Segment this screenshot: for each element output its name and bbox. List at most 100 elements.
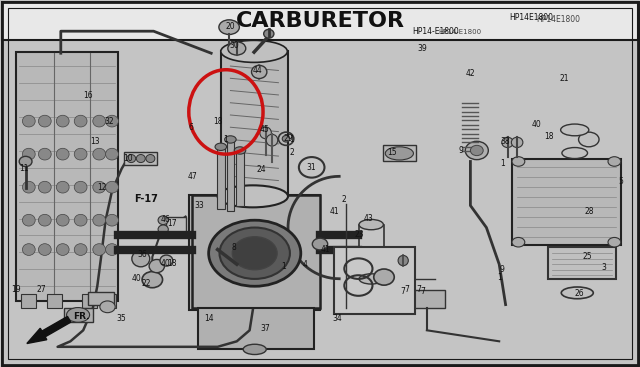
Text: 30: 30 xyxy=(229,41,239,50)
Ellipse shape xyxy=(160,255,173,266)
Ellipse shape xyxy=(22,244,35,255)
Ellipse shape xyxy=(359,274,383,284)
Ellipse shape xyxy=(374,269,394,285)
Bar xyxy=(221,51,288,200)
Ellipse shape xyxy=(282,135,290,142)
Text: 1: 1 xyxy=(289,135,294,144)
Text: 40: 40 xyxy=(132,274,142,283)
Ellipse shape xyxy=(561,124,589,136)
Bar xyxy=(548,247,616,279)
Ellipse shape xyxy=(608,237,621,247)
Ellipse shape xyxy=(158,225,168,234)
Bar xyxy=(166,217,186,235)
Bar xyxy=(64,308,93,322)
Ellipse shape xyxy=(512,237,525,247)
Text: 28: 28 xyxy=(584,207,593,215)
Ellipse shape xyxy=(252,65,267,79)
Ellipse shape xyxy=(22,181,35,193)
Bar xyxy=(410,290,445,308)
Text: 19: 19 xyxy=(11,286,21,294)
Text: 1: 1 xyxy=(500,159,505,168)
Bar xyxy=(227,139,234,211)
Ellipse shape xyxy=(22,214,35,226)
Bar xyxy=(189,195,320,310)
Text: 11: 11 xyxy=(20,164,29,173)
Ellipse shape xyxy=(74,115,87,127)
Ellipse shape xyxy=(38,214,51,226)
Ellipse shape xyxy=(243,344,266,355)
Text: 40: 40 xyxy=(160,259,170,268)
Text: 40: 40 xyxy=(531,120,541,129)
Ellipse shape xyxy=(93,181,106,193)
Text: 20: 20 xyxy=(225,22,236,31)
Text: 38: 38 xyxy=(500,137,511,146)
Text: 41: 41 xyxy=(330,207,340,215)
Ellipse shape xyxy=(158,216,168,225)
Ellipse shape xyxy=(264,29,274,38)
Text: 2: 2 xyxy=(341,195,346,204)
Text: 1: 1 xyxy=(497,273,502,281)
Ellipse shape xyxy=(56,214,69,226)
Bar xyxy=(512,159,621,245)
Ellipse shape xyxy=(74,214,87,226)
Text: 1: 1 xyxy=(223,135,228,144)
Text: 34: 34 xyxy=(332,314,342,323)
Text: 5: 5 xyxy=(618,177,623,186)
Bar xyxy=(82,294,97,308)
Text: 7: 7 xyxy=(420,287,425,295)
Bar xyxy=(101,294,116,308)
Ellipse shape xyxy=(228,42,246,55)
Ellipse shape xyxy=(149,259,164,273)
Bar xyxy=(47,294,62,308)
Ellipse shape xyxy=(56,181,69,193)
Text: 33: 33 xyxy=(195,201,205,210)
Ellipse shape xyxy=(106,214,118,226)
Text: 35: 35 xyxy=(116,314,127,323)
Text: 3: 3 xyxy=(602,264,607,272)
Ellipse shape xyxy=(385,147,413,160)
Text: 25: 25 xyxy=(582,252,593,261)
Text: 26: 26 xyxy=(574,289,584,298)
Ellipse shape xyxy=(398,255,408,266)
Text: 46: 46 xyxy=(160,215,170,224)
Bar xyxy=(198,308,314,349)
Ellipse shape xyxy=(56,148,69,160)
Ellipse shape xyxy=(56,115,69,127)
Text: 8: 8 xyxy=(231,243,236,252)
Ellipse shape xyxy=(127,155,136,163)
Ellipse shape xyxy=(562,148,588,159)
Ellipse shape xyxy=(146,155,155,163)
Text: 1: 1 xyxy=(281,262,286,271)
Ellipse shape xyxy=(19,156,32,167)
Text: 7: 7 xyxy=(416,286,421,294)
Ellipse shape xyxy=(608,157,621,166)
Ellipse shape xyxy=(22,148,35,160)
Ellipse shape xyxy=(132,251,150,267)
Text: HP14E1800: HP14E1800 xyxy=(536,15,580,23)
Ellipse shape xyxy=(93,115,106,127)
Ellipse shape xyxy=(359,219,383,230)
Bar xyxy=(334,247,415,314)
Ellipse shape xyxy=(56,244,69,255)
Bar xyxy=(359,225,384,279)
Text: 2: 2 xyxy=(289,148,294,157)
Bar xyxy=(2,2,638,40)
Text: FR.: FR. xyxy=(74,312,90,321)
Ellipse shape xyxy=(93,214,106,226)
Text: HP14E1800: HP14E1800 xyxy=(509,13,553,22)
Ellipse shape xyxy=(220,228,290,279)
Text: 9: 9 xyxy=(500,265,505,274)
Text: 32: 32 xyxy=(104,117,114,126)
Text: 24: 24 xyxy=(256,165,266,174)
Text: 10: 10 xyxy=(123,154,133,163)
Text: 7: 7 xyxy=(404,286,410,294)
Text: 18: 18 xyxy=(167,259,176,268)
Text: 42: 42 xyxy=(465,69,476,78)
Ellipse shape xyxy=(221,40,287,62)
Bar xyxy=(124,152,157,165)
Text: 22: 22 xyxy=(141,279,150,288)
Bar xyxy=(2,40,638,365)
Text: F-17: F-17 xyxy=(134,194,158,204)
Text: 17: 17 xyxy=(166,219,177,228)
Ellipse shape xyxy=(225,136,236,143)
